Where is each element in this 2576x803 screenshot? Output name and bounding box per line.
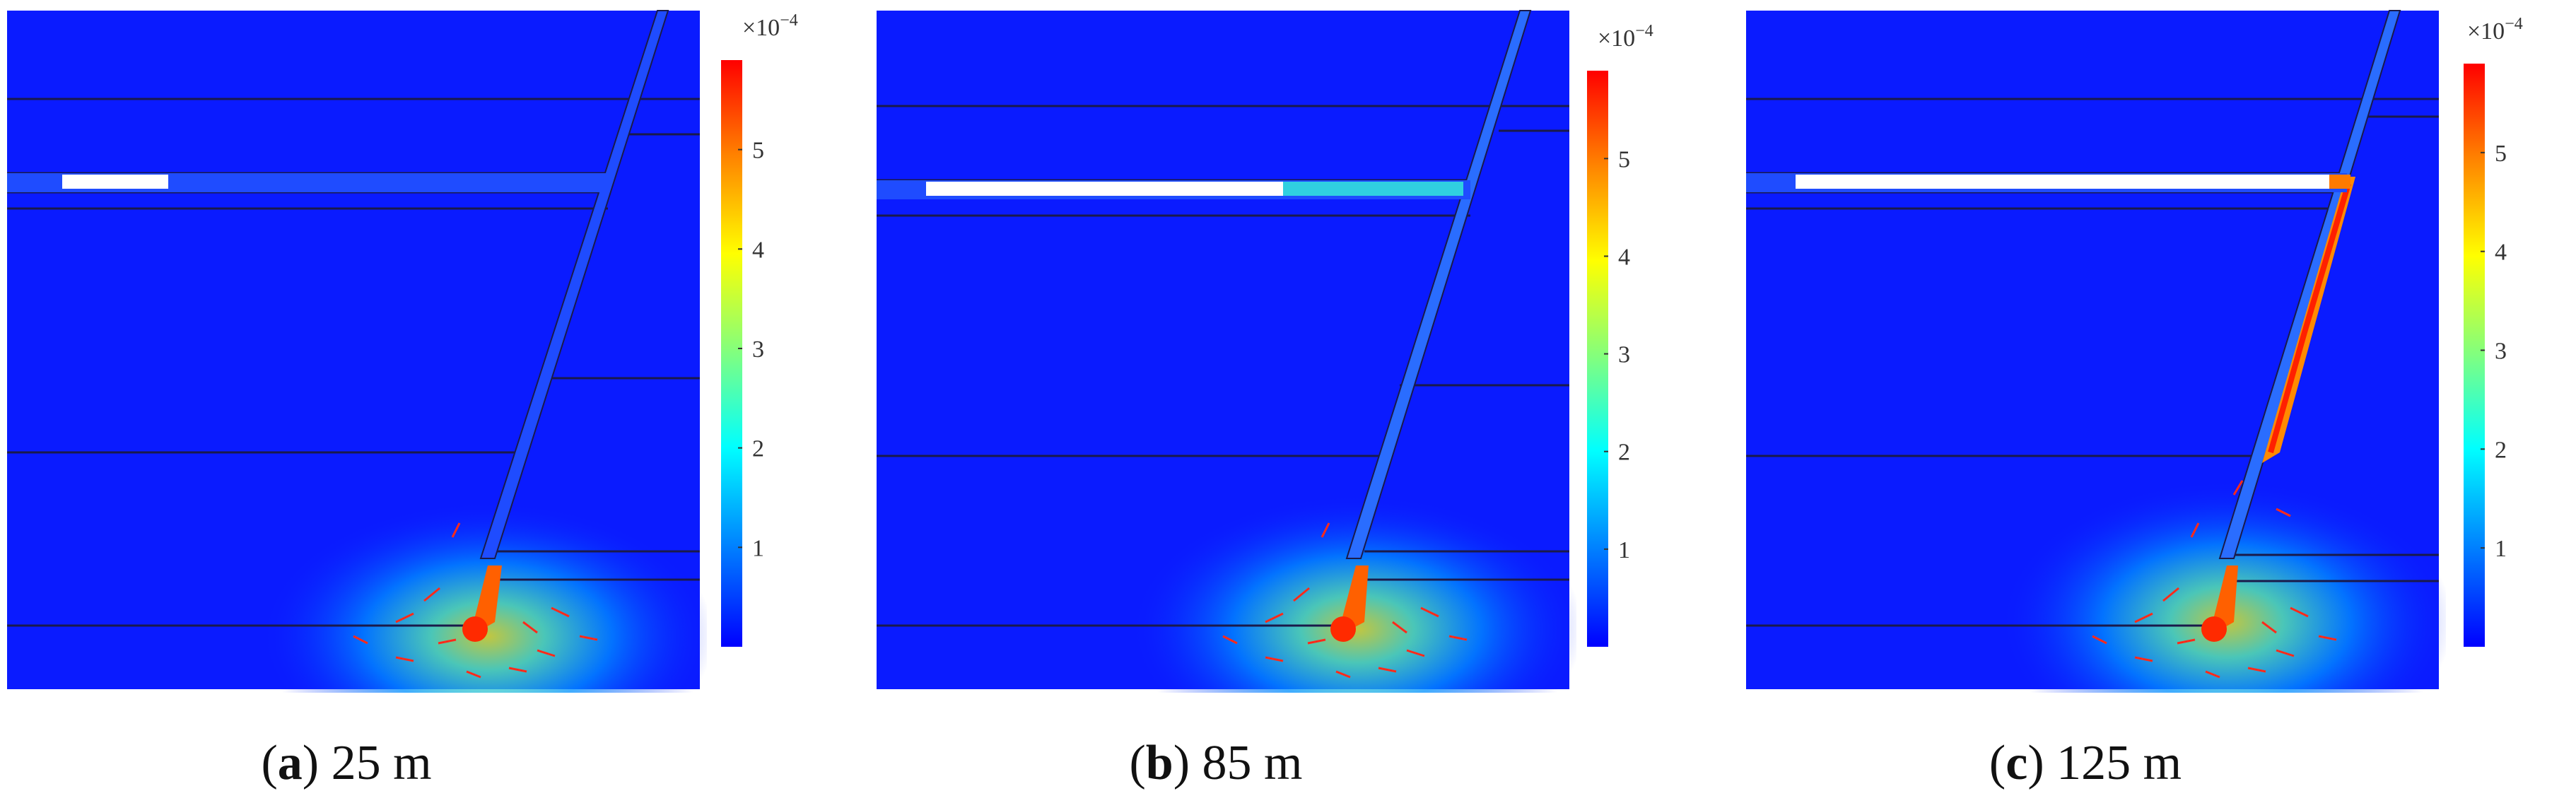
excavated-roadway [1796, 175, 2336, 189]
simulation-plot-c [1746, 10, 2446, 693]
colorbar-gradient [721, 60, 742, 647]
colorbar-tick-label: 3 [2495, 339, 2507, 365]
colorbar-b: ×10−4 1 2 3 4 5 [1587, 22, 1653, 647]
fault-intersection-hotspot [2329, 175, 2350, 189]
panel-c: ×10−4 1 2 3 4 5 (c) 125 m [1739, 0, 2576, 803]
stress-arrows [1222, 522, 1468, 679]
colorbar-multiplier: ×10−4 [742, 11, 798, 41]
colorbar-tick-label: 5 [2495, 141, 2507, 167]
colorbar-gradient [2464, 64, 2485, 647]
colorbar-tick-label: 4 [752, 237, 764, 263]
panel-b: ×10−4 1 2 3 4 5 (b) 85 m [870, 0, 1718, 803]
panel-a: ×10−4 1 2 3 4 5 (a) 25 m [0, 0, 848, 803]
colorbar-tick-label: 2 [752, 436, 764, 462]
colorbar-ticks: 1 2 3 4 5 [1604, 146, 1630, 563]
caption-b: (b) 85 m [1129, 736, 1303, 790]
excavated-roadway [926, 182, 1283, 196]
colorbar-tick-label: 2 [1618, 440, 1630, 466]
colorbar-tick-label: 5 [1618, 146, 1630, 172]
colorbar-tick-label: 4 [2495, 240, 2507, 266]
colorbar-tick-label: 5 [752, 138, 764, 164]
fault-zone [1345, 10, 1532, 559]
colorbar-tick-label: 3 [1618, 342, 1630, 368]
simulation-plot-b [877, 10, 1576, 693]
colorbar-tick-label: 4 [1618, 244, 1630, 270]
fault-zone [479, 10, 669, 559]
affected-roadway-segment [1283, 182, 1463, 196]
colorbar-tick-label: 3 [752, 336, 764, 363]
colorbar-multiplier: ×10−4 [2467, 15, 2523, 45]
simulation-plot-a [7, 10, 707, 693]
fault-zone [2218, 10, 2401, 559]
colorbar-ticks: 1 2 3 4 5 [738, 138, 764, 561]
colorbar-c: ×10−4 1 2 3 4 5 [2464, 15, 2523, 647]
colorbar-tick-label: 1 [1618, 537, 1630, 563]
caption-c: (c) 125 m [1989, 736, 2182, 790]
colorbar-ticks: 1 2 3 4 5 [2481, 141, 2507, 562]
colorbar-tick-label: 1 [2495, 536, 2507, 562]
excavated-roadway [62, 175, 168, 189]
stress-arrows [353, 522, 598, 679]
colorbar-gradient [1587, 71, 1608, 647]
colorbar-tick-label: 2 [2495, 437, 2507, 463]
colorbar-a: ×10−4 1 2 3 4 5 [721, 11, 798, 647]
stress-arrows [2092, 480, 2337, 679]
colorbar-multiplier: ×10−4 [1598, 22, 1653, 52]
colorbar-tick-label: 1 [752, 535, 764, 561]
caption-a: (a) 25 m [261, 736, 432, 790]
